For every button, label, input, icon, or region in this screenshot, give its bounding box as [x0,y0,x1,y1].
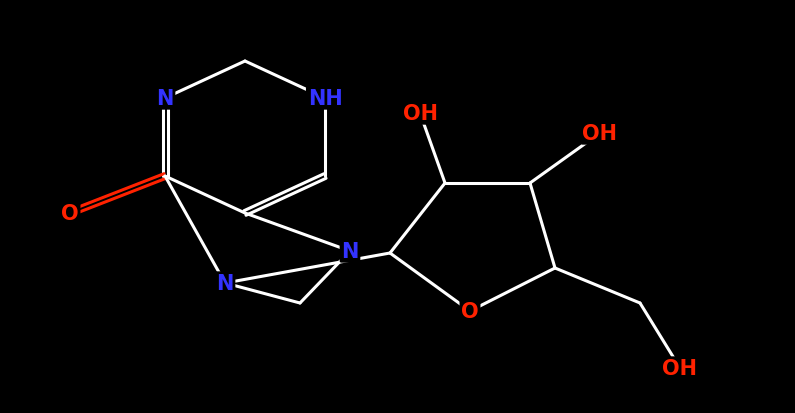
Text: N: N [341,242,359,261]
Text: NH: NH [308,89,343,109]
Text: OH: OH [402,104,437,124]
Text: O: O [461,301,479,321]
Text: N: N [157,89,173,109]
Text: OH: OH [583,124,618,144]
Text: OH: OH [662,358,697,378]
Text: N: N [216,273,234,293]
Text: O: O [61,204,79,223]
